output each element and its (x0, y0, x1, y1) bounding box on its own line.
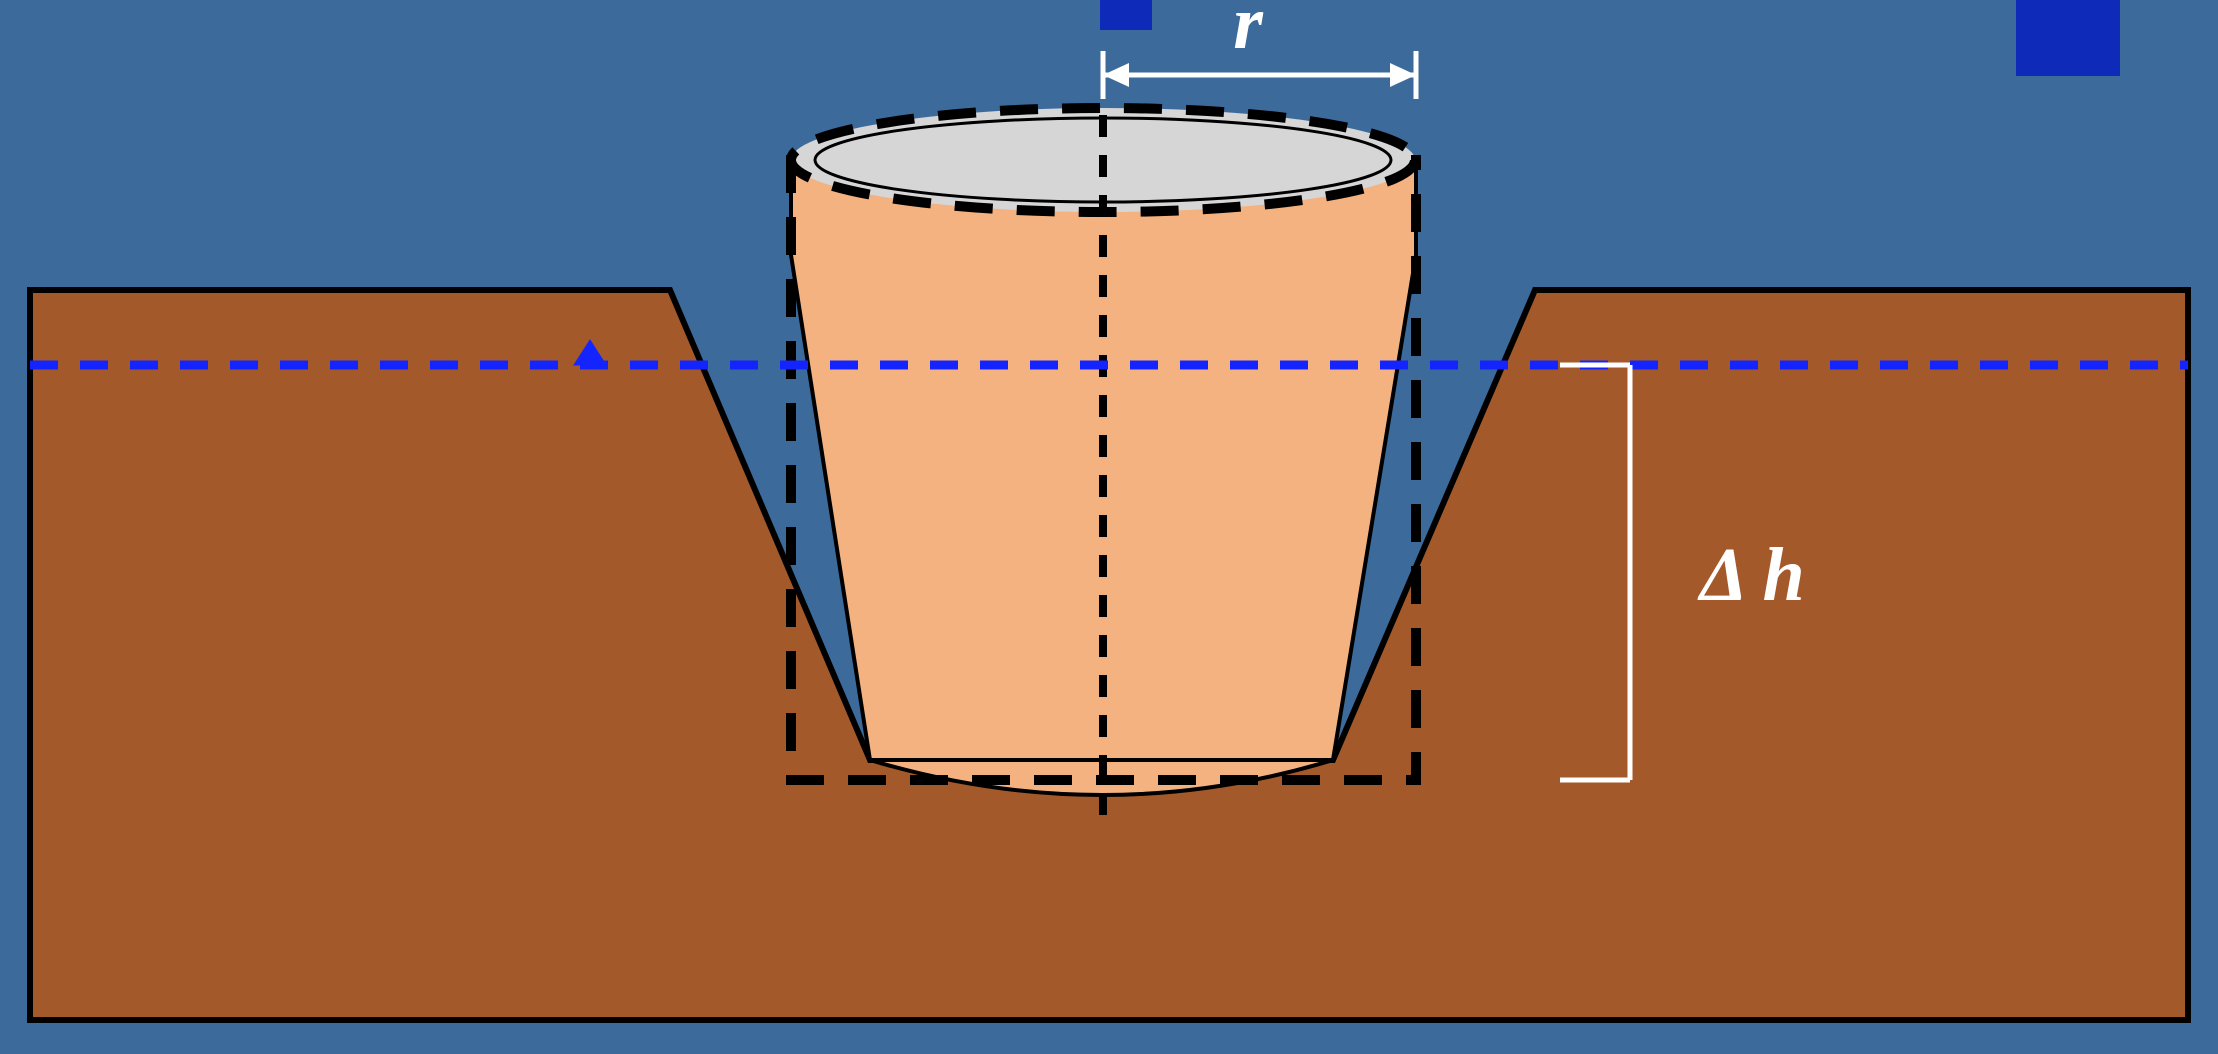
decorative-mark-2 (2016, 0, 2120, 76)
decorative-mark-1 (1100, 0, 1152, 30)
delta-h-label: Δ h (1697, 533, 1805, 617)
r-label: r (1233, 0, 1264, 65)
